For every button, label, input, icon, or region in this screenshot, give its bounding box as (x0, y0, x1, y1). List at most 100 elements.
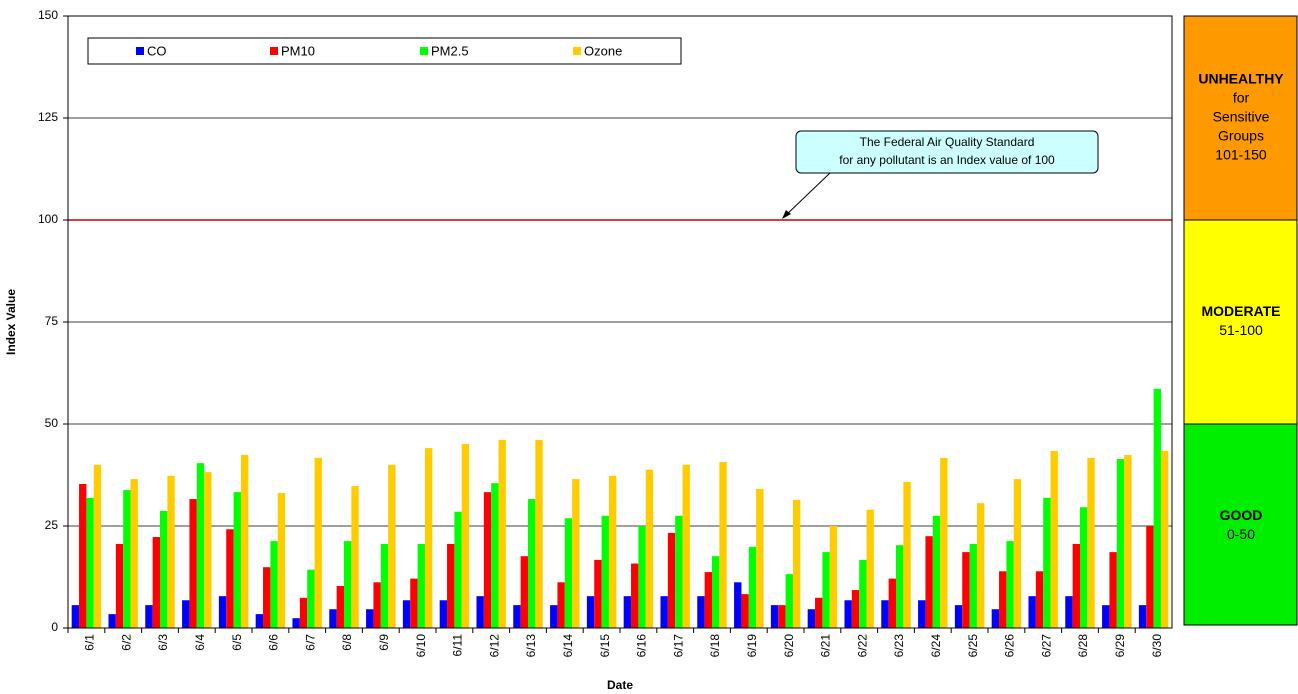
legend-swatch (420, 47, 428, 55)
bar (71, 605, 80, 628)
bar (160, 510, 168, 628)
bar (1080, 507, 1088, 628)
bar (196, 463, 205, 628)
x-tick-label: 6/2 (119, 634, 133, 651)
bar (991, 609, 1000, 628)
bar (1072, 543, 1080, 628)
bar (130, 479, 138, 628)
bar (866, 509, 874, 628)
bar (402, 600, 411, 628)
bar (976, 503, 985, 628)
x-tick-label: 6/7 (303, 634, 317, 651)
bar (572, 479, 580, 628)
bar (1124, 455, 1132, 628)
bar (932, 515, 941, 628)
bar (623, 596, 632, 628)
bar (969, 543, 977, 628)
bar (388, 464, 396, 628)
legend-label: Ozone (584, 43, 622, 58)
x-tick-label: 6/1 (83, 634, 97, 651)
legend-swatch (573, 47, 581, 55)
bar (424, 448, 433, 628)
x-tick-label: 6/6 (267, 634, 281, 651)
legend-label: PM2.5 (431, 43, 469, 58)
bar (476, 596, 484, 628)
x-tick-label: 6/3 (156, 634, 170, 651)
bar (881, 600, 889, 628)
bar (704, 572, 712, 628)
x-tick-label: 6/13 (524, 634, 538, 658)
x-tick-label: 6/22 (855, 634, 869, 658)
y-tick-label: 0 (51, 620, 58, 634)
x-tick-label: 6/5 (230, 634, 244, 651)
bar (550, 605, 558, 628)
bar (240, 455, 249, 628)
bar (748, 546, 757, 628)
x-tick-label: 6/16 (635, 634, 649, 658)
bar (918, 600, 926, 628)
x-tick-label: 6/15 (598, 634, 612, 658)
bar (329, 609, 337, 628)
y-tick-label: 100 (38, 212, 58, 226)
bar (564, 518, 573, 628)
bar (844, 600, 852, 628)
y-tick-label: 150 (38, 8, 58, 22)
bar (1065, 596, 1073, 628)
aqi-band-label: 101-150 (1215, 147, 1267, 163)
bar (1109, 552, 1117, 628)
y-tick-label: 50 (45, 416, 59, 430)
legend-swatch (270, 47, 278, 55)
bar (719, 461, 727, 628)
bar (351, 486, 359, 628)
bar (859, 559, 867, 628)
bar (756, 488, 764, 628)
x-axis-title: Date (607, 678, 633, 692)
x-tick-label: 6/11 (451, 634, 465, 657)
bar (86, 497, 94, 628)
bar (1013, 479, 1022, 628)
bar (255, 614, 264, 628)
bar (792, 499, 801, 628)
bar (896, 545, 904, 628)
bar (79, 483, 87, 628)
bar (822, 552, 830, 628)
bar (115, 543, 124, 628)
bar (741, 594, 749, 628)
bar (123, 490, 131, 628)
bar (903, 481, 911, 628)
annotation-arrow (783, 172, 831, 218)
bar (513, 605, 521, 628)
x-tick-label: 6/9 (377, 634, 391, 651)
y-tick-label: 75 (45, 314, 59, 328)
bar (608, 475, 617, 628)
bar (498, 439, 506, 628)
bar (380, 543, 389, 628)
bar (1138, 605, 1147, 628)
bar (925, 536, 933, 628)
bar (263, 567, 271, 628)
bar (594, 559, 602, 628)
x-tick-label: 6/10 (414, 634, 428, 658)
aqi-band-label: GOOD (1220, 507, 1263, 523)
x-tick-label: 6/19 (745, 634, 759, 658)
aqi-band (1183, 219, 1298, 425)
bar (439, 600, 448, 628)
bar (535, 439, 543, 628)
bar (1028, 596, 1036, 628)
bar (778, 605, 786, 628)
x-tick-label: 6/26 (1003, 634, 1017, 658)
bar (660, 596, 668, 628)
bar (528, 499, 536, 628)
bar (1087, 457, 1095, 628)
legend-label: PM10 (281, 43, 315, 58)
annotation-text: The Federal Air Quality Standard (860, 135, 1035, 149)
bar (145, 605, 153, 628)
x-tick-label: 6/17 (671, 634, 685, 658)
x-tick-label: 6/8 (340, 634, 354, 651)
bar (277, 492, 286, 628)
y-tick-label: 25 (45, 518, 59, 532)
x-tick-label: 6/27 (1039, 634, 1053, 658)
bar (645, 469, 654, 628)
bar (807, 609, 816, 628)
